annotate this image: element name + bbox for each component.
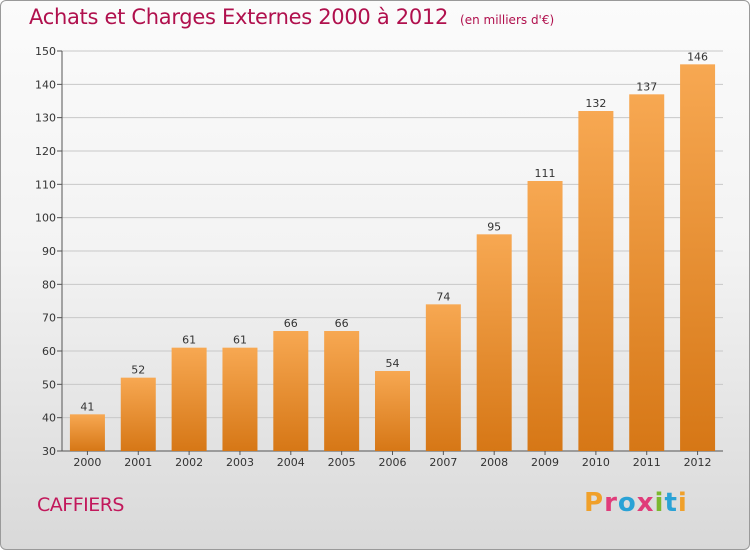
data-label: 146 [687, 50, 708, 63]
data-label: 52 [131, 364, 145, 377]
y-tick-label: 60 [42, 345, 56, 358]
bar [222, 347, 258, 451]
data-label: 66 [284, 317, 298, 330]
data-label: 61 [182, 334, 196, 347]
chart-unit: (en milliers d'€) [460, 13, 555, 27]
y-tick-label: 150 [35, 45, 56, 58]
x-tick-label: 2005 [328, 456, 356, 469]
y-tick-label: 40 [42, 412, 56, 425]
x-tick-label: 2003 [226, 456, 254, 469]
y-tick-label: 90 [42, 245, 56, 258]
x-tick-label: 2009 [531, 456, 559, 469]
y-tick-label: 130 [35, 112, 56, 125]
bar [629, 94, 665, 451]
y-tick-label: 30 [42, 445, 56, 458]
y-tick-label: 120 [35, 145, 56, 158]
bar [425, 304, 461, 451]
bar [476, 234, 512, 451]
x-tick-label: 2002 [175, 456, 203, 469]
x-tick-label: 2008 [480, 456, 508, 469]
data-label: 111 [535, 167, 556, 180]
logo-letter: x [636, 488, 655, 518]
data-label: 66 [335, 317, 349, 330]
y-tick-label: 80 [42, 278, 56, 291]
logo-letter: o [617, 488, 637, 518]
x-tick-label: 2001 [124, 456, 152, 469]
bar [324, 331, 360, 451]
bar [273, 331, 309, 451]
x-tick-label: 2006 [379, 456, 407, 469]
data-label: 74 [436, 290, 450, 303]
logo-letter: i [654, 488, 665, 518]
data-label: 132 [585, 97, 606, 110]
bar [69, 414, 105, 451]
bar [375, 371, 410, 451]
bar [171, 347, 207, 451]
x-tick-label: 2010 [582, 456, 610, 469]
chart-title-text: Achats et Charges Externes 2000 à 2012 [29, 5, 449, 29]
y-tick-label: 70 [42, 312, 56, 325]
x-tick-label: 2007 [429, 456, 457, 469]
chart-title: Achats et Charges Externes 2000 à 2012 (e… [29, 5, 554, 29]
data-label: 41 [80, 400, 94, 413]
y-tick-label: 50 [42, 378, 56, 391]
logo-letter: P [584, 488, 605, 518]
bar [578, 111, 614, 451]
x-tick-label: 2012 [684, 456, 712, 469]
x-tick-label: 2011 [633, 456, 661, 469]
y-tick-label: 140 [35, 78, 56, 91]
data-label: 54 [386, 357, 400, 370]
x-tick-label: 2000 [73, 456, 101, 469]
bar [120, 377, 156, 451]
logo-letter: r [604, 488, 618, 518]
data-label: 137 [636, 80, 657, 93]
bar [680, 64, 716, 452]
proxiti-logo[interactable]: Proxiti [584, 488, 688, 518]
logo-letter: i [677, 488, 688, 518]
y-tick-label: 110 [35, 178, 56, 191]
axes: 30 40 50 60 70 80 90 100 110 120 130 140 150 2000 2001… [35, 45, 723, 469]
data-label: 95 [487, 220, 501, 233]
x-tick-label: 2004 [277, 456, 305, 469]
commune-name: CAFFIERS [37, 494, 125, 516]
data-label: 61 [233, 334, 247, 347]
bars [69, 64, 716, 452]
logo-letter: t [664, 488, 678, 518]
data-labels: 41 52 61 61 66 66 54 74 95 111 132 137 146 [80, 50, 708, 413]
bar [527, 181, 563, 451]
y-tick-label: 100 [35, 212, 56, 225]
